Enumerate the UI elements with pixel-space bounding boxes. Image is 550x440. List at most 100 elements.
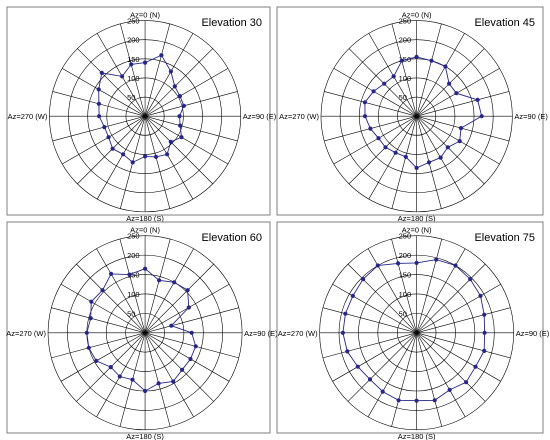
- data-point: [168, 69, 173, 74]
- grid-spoke: [144, 248, 194, 333]
- data-point: [399, 58, 404, 63]
- grid-spoke: [347, 332, 417, 402]
- data-point: [168, 139, 173, 144]
- grid-spoke: [96, 248, 146, 333]
- grid-spoke: [62, 68, 146, 117]
- data-point: [171, 379, 176, 384]
- data-point: [380, 389, 385, 394]
- grid-spoke: [144, 91, 238, 117]
- radial-tick-label: 200: [399, 36, 412, 45]
- data-point: [361, 277, 366, 282]
- grid-spoke: [144, 115, 229, 165]
- azimuth-label-west: Az=270 (W): [278, 329, 318, 338]
- data-point: [181, 103, 186, 108]
- azimuth-label-south: Az=180 (S): [126, 432, 164, 440]
- grid-spoke: [144, 332, 194, 417]
- data-point: [121, 152, 126, 157]
- azimuth-label-north: Az=0 (N): [130, 11, 160, 20]
- grid-spoke: [348, 115, 417, 185]
- data-point: [177, 114, 182, 119]
- data-point: [445, 145, 450, 150]
- data-point: [396, 398, 401, 403]
- data-point: [94, 358, 99, 363]
- data-point: [382, 81, 387, 86]
- data-point: [143, 388, 148, 394]
- radial-tick-label: 100: [399, 74, 412, 83]
- data-point: [482, 312, 487, 317]
- grid-spoke: [144, 115, 213, 185]
- grid-spoke: [60, 283, 146, 334]
- chart-title: Elevation 75: [474, 232, 535, 244]
- data-point: [447, 387, 452, 392]
- radial-tick-label: 200: [127, 36, 140, 45]
- radial-tick-label: 250: [399, 232, 412, 241]
- grid-spoke: [416, 332, 486, 402]
- grid-spoke: [77, 48, 146, 117]
- data-point: [457, 139, 462, 144]
- data-point: [434, 257, 439, 262]
- azimuth-label-north: Az=0 (N): [130, 226, 160, 235]
- data-point: [96, 101, 101, 106]
- data-point: [343, 311, 348, 316]
- azimuth-label-north: Az=0 (N): [402, 226, 432, 235]
- data-point: [177, 94, 182, 99]
- data-point: [443, 64, 448, 69]
- data-point: [362, 114, 368, 119]
- data-point: [129, 62, 134, 67]
- data-point: [475, 97, 480, 102]
- radial-tick-label: 200: [127, 251, 140, 260]
- grid-spoke: [144, 238, 171, 333]
- data-point: [88, 316, 93, 321]
- azimuth-label-south: Az=180 (S): [398, 214, 436, 223]
- grid-spoke: [368, 116, 417, 200]
- grid-spoke: [333, 115, 417, 165]
- radial-tick-label: 100: [127, 290, 140, 299]
- data-point: [156, 381, 161, 386]
- grid-spoke: [322, 307, 417, 334]
- grid-spoke: [391, 238, 417, 333]
- azimuth-label-east: Az=90 (E): [514, 112, 548, 121]
- data-point: [414, 165, 419, 170]
- chart-title: Elevation 45: [474, 17, 535, 29]
- data-point: [86, 345, 91, 350]
- radial-tick-label: 150: [127, 271, 140, 280]
- data-point: [143, 154, 148, 159]
- azimuth-label-west: Az=270 (W): [279, 112, 319, 121]
- data-point: [393, 150, 398, 155]
- data-point: [479, 114, 484, 119]
- radial-tick-label: 150: [399, 271, 412, 280]
- grid-spoke: [322, 332, 417, 359]
- grid-spoke: [416, 332, 443, 427]
- data-point: [367, 377, 373, 382]
- radial-tick-label: 50: [127, 93, 135, 102]
- data-point: [165, 152, 170, 157]
- data-point: [482, 330, 487, 335]
- grid-spoke: [144, 332, 214, 402]
- data-point: [159, 53, 164, 58]
- data-point: [193, 344, 198, 349]
- grid-spoke: [416, 332, 511, 359]
- grid-spoke: [347, 263, 417, 333]
- panel-frame: [6, 221, 271, 434]
- grid-spoke: [144, 332, 239, 359]
- data-point: [371, 89, 376, 94]
- data-point: [109, 271, 114, 276]
- data-point: [396, 261, 401, 266]
- data-point: [464, 380, 469, 385]
- data-point: [143, 266, 148, 271]
- data-point: [169, 323, 174, 328]
- grid-spoke: [416, 332, 466, 417]
- grid-spoke: [144, 23, 171, 117]
- grid-spoke: [144, 263, 214, 333]
- grid-spoke: [391, 116, 417, 209]
- azimuth-label-west: Az=270 (W): [6, 329, 46, 338]
- grid-spoke: [144, 115, 238, 142]
- data-point: [99, 70, 104, 75]
- data-point: [432, 398, 437, 403]
- data-point: [468, 277, 473, 282]
- grid-spoke: [144, 307, 239, 334]
- grid-spoke: [332, 332, 417, 382]
- data-point: [186, 305, 191, 310]
- data-point: [368, 126, 373, 131]
- data-point: [438, 155, 443, 160]
